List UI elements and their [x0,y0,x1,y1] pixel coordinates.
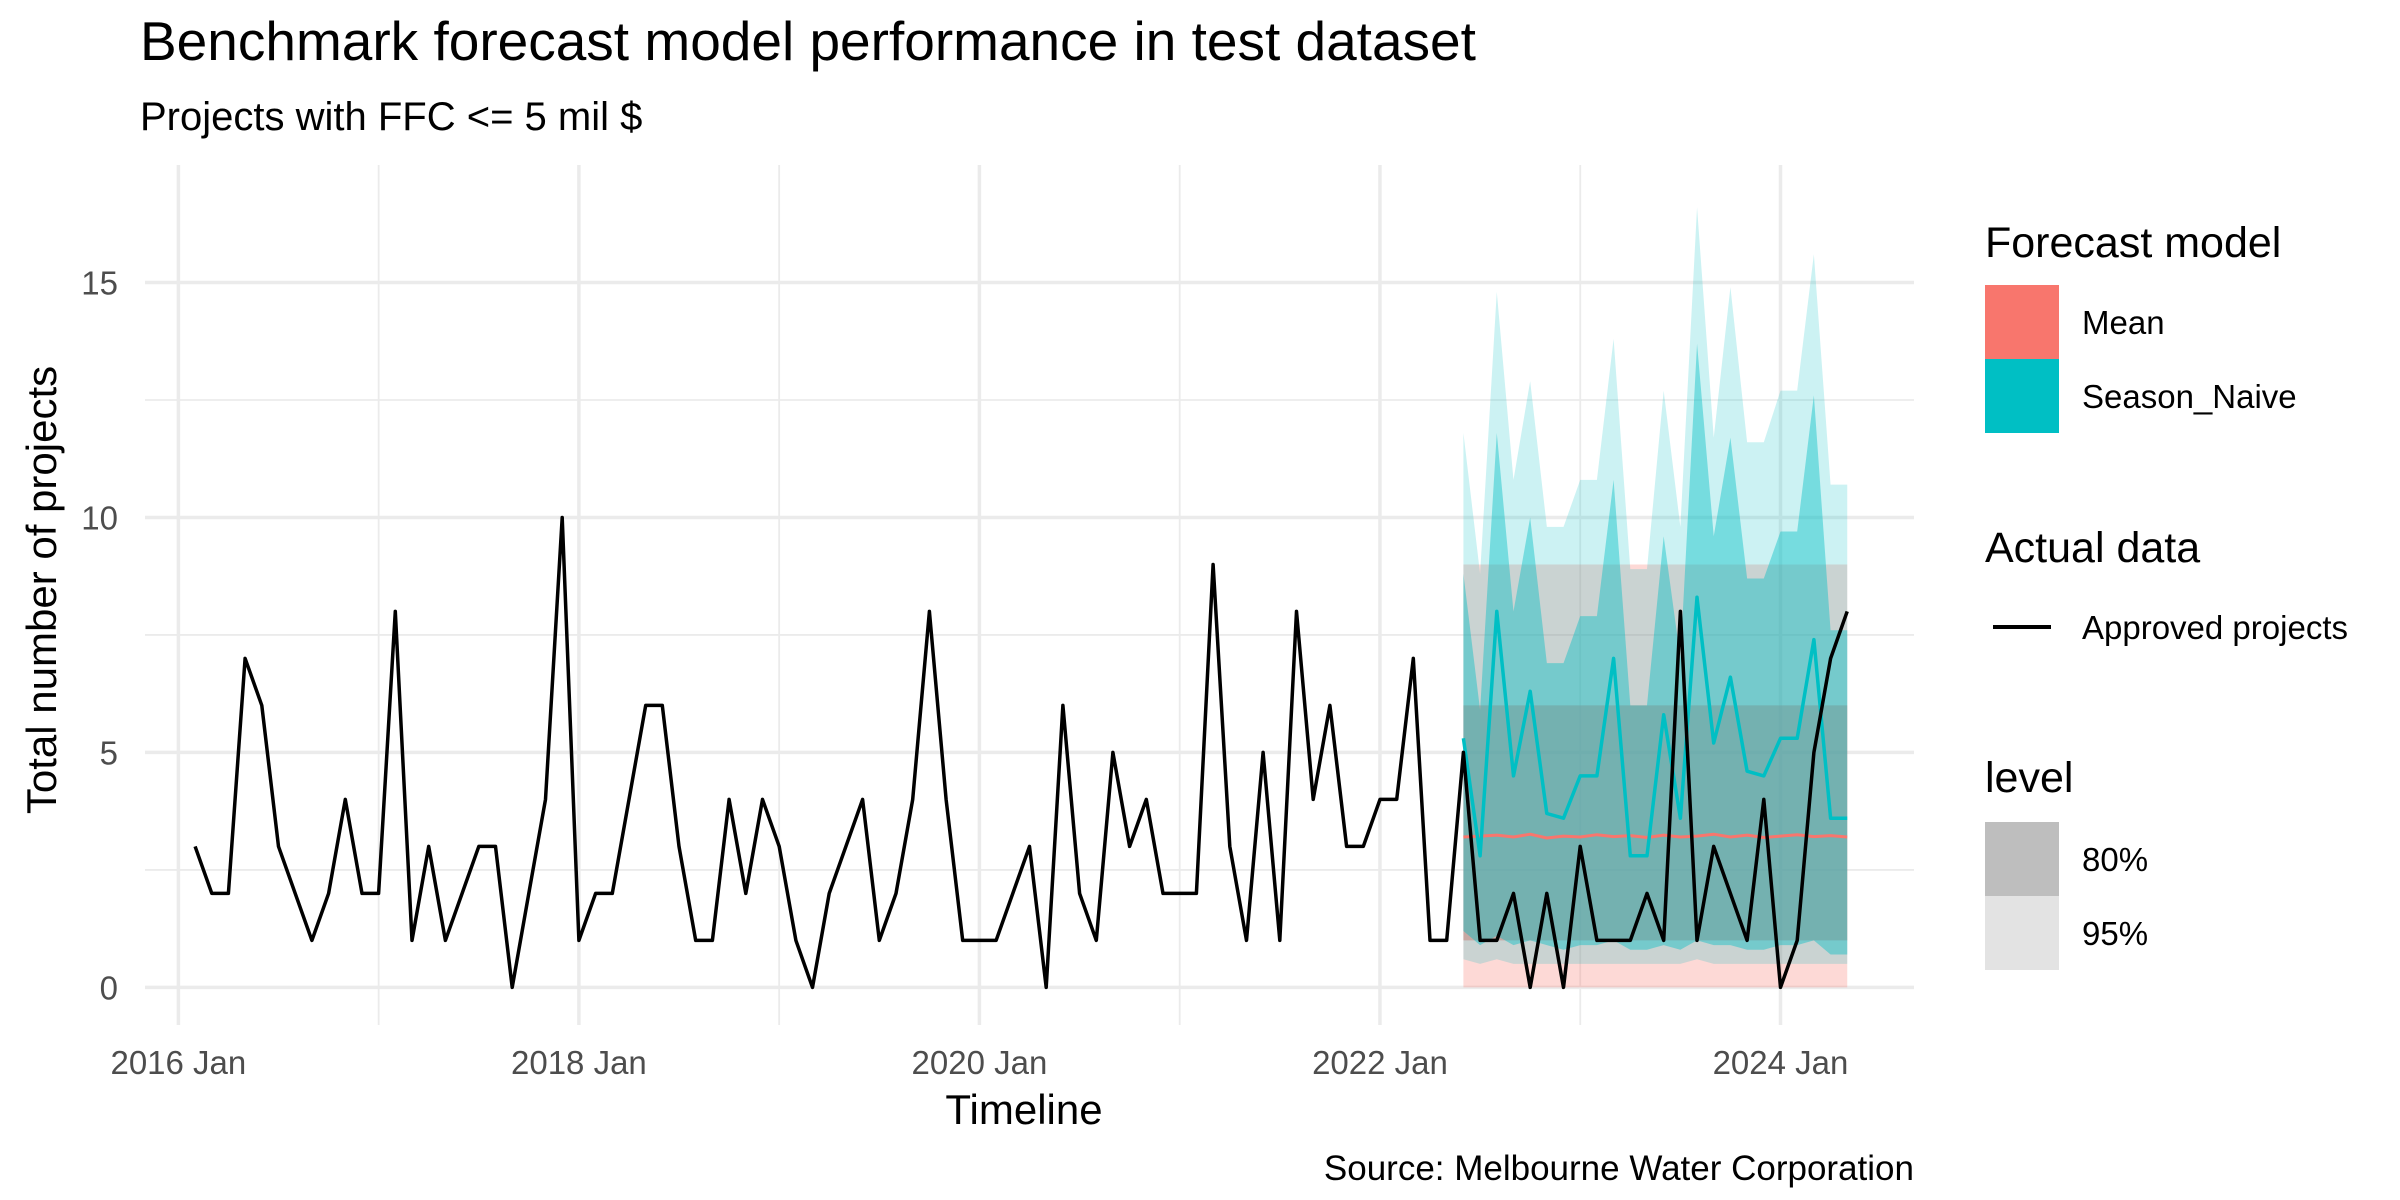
legend-label-80: 80% [2082,841,2148,878]
legend-label-mean: Mean [2082,304,2165,341]
legend-key-95 [1985,896,2059,970]
x-tick-label: 2020 Jan [912,1044,1048,1081]
x-tick-label: 2022 Jan [1312,1044,1448,1081]
x-tick-label: 2016 Jan [110,1044,246,1081]
legend-key-mean [1985,285,2059,359]
x-axis-ticks: 2016 Jan 2018 Jan 2020 Jan 2022 Jan 2024 Jan [110,1044,1848,1081]
legend-title-forecast: Forecast model [1985,219,2281,267]
chart-title: Benchmark forecast model performance in … [140,10,1476,72]
y-axis-ticks: 0 5 10 15 [81,264,118,1006]
x-tick-label: 2018 Jan [511,1044,647,1081]
y-tick-label: 5 [100,734,118,771]
chart-subtitle: Projects with FFC <= 5 mil $ [140,95,642,139]
grid [145,165,1914,1025]
snaive-80-band [1463,343,1848,955]
series-lines [193,515,1849,990]
mean-forecast-line [1463,832,1848,840]
legend-key-80 [1985,822,2059,896]
season-naive-forecast-line [1461,595,1848,858]
x-tick-label: 2024 Jan [1713,1044,1849,1081]
y-axis-title: Total number of projects [18,366,65,814]
forecast-bands [1463,207,1848,988]
y-tick-label: 15 [81,264,118,301]
approved-projects-line [193,515,1849,990]
legend-label-season-naive: Season_Naive [2082,378,2297,415]
mean-80-band [1463,705,1848,941]
source-caption: Source: Melbourne Water Corporation [1324,1149,1914,1188]
x-axis-title: Timeline [945,1086,1102,1133]
legend-key-season-naive [1985,359,2059,433]
legend-label-95: 95% [2082,915,2148,952]
legend-title-actual: Actual data [1985,524,2200,572]
legend-title-level: level [1985,754,2073,802]
y-tick-label: 10 [81,499,118,536]
y-tick-label: 0 [100,969,118,1006]
legend: Forecast model Mean Season_Naive Actual … [1985,219,2348,970]
snaive-95-band [1463,207,1848,964]
legend-label-approved-projects: Approved projects [2082,609,2348,646]
